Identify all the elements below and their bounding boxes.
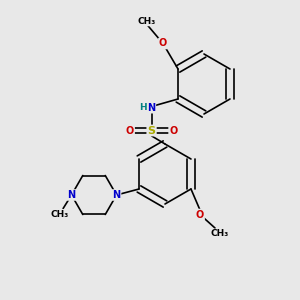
- Text: CH₃: CH₃: [210, 230, 229, 238]
- Text: CH₃: CH₃: [137, 16, 156, 26]
- Text: S: S: [148, 125, 156, 136]
- Text: O: O: [169, 125, 177, 136]
- Text: O: O: [196, 209, 204, 220]
- Text: N: N: [148, 103, 156, 113]
- Text: N: N: [68, 190, 76, 200]
- Text: H: H: [139, 103, 147, 112]
- Text: O: O: [159, 38, 167, 49]
- Text: CH₃: CH₃: [50, 210, 69, 219]
- Text: N: N: [112, 190, 121, 200]
- Text: O: O: [126, 125, 134, 136]
